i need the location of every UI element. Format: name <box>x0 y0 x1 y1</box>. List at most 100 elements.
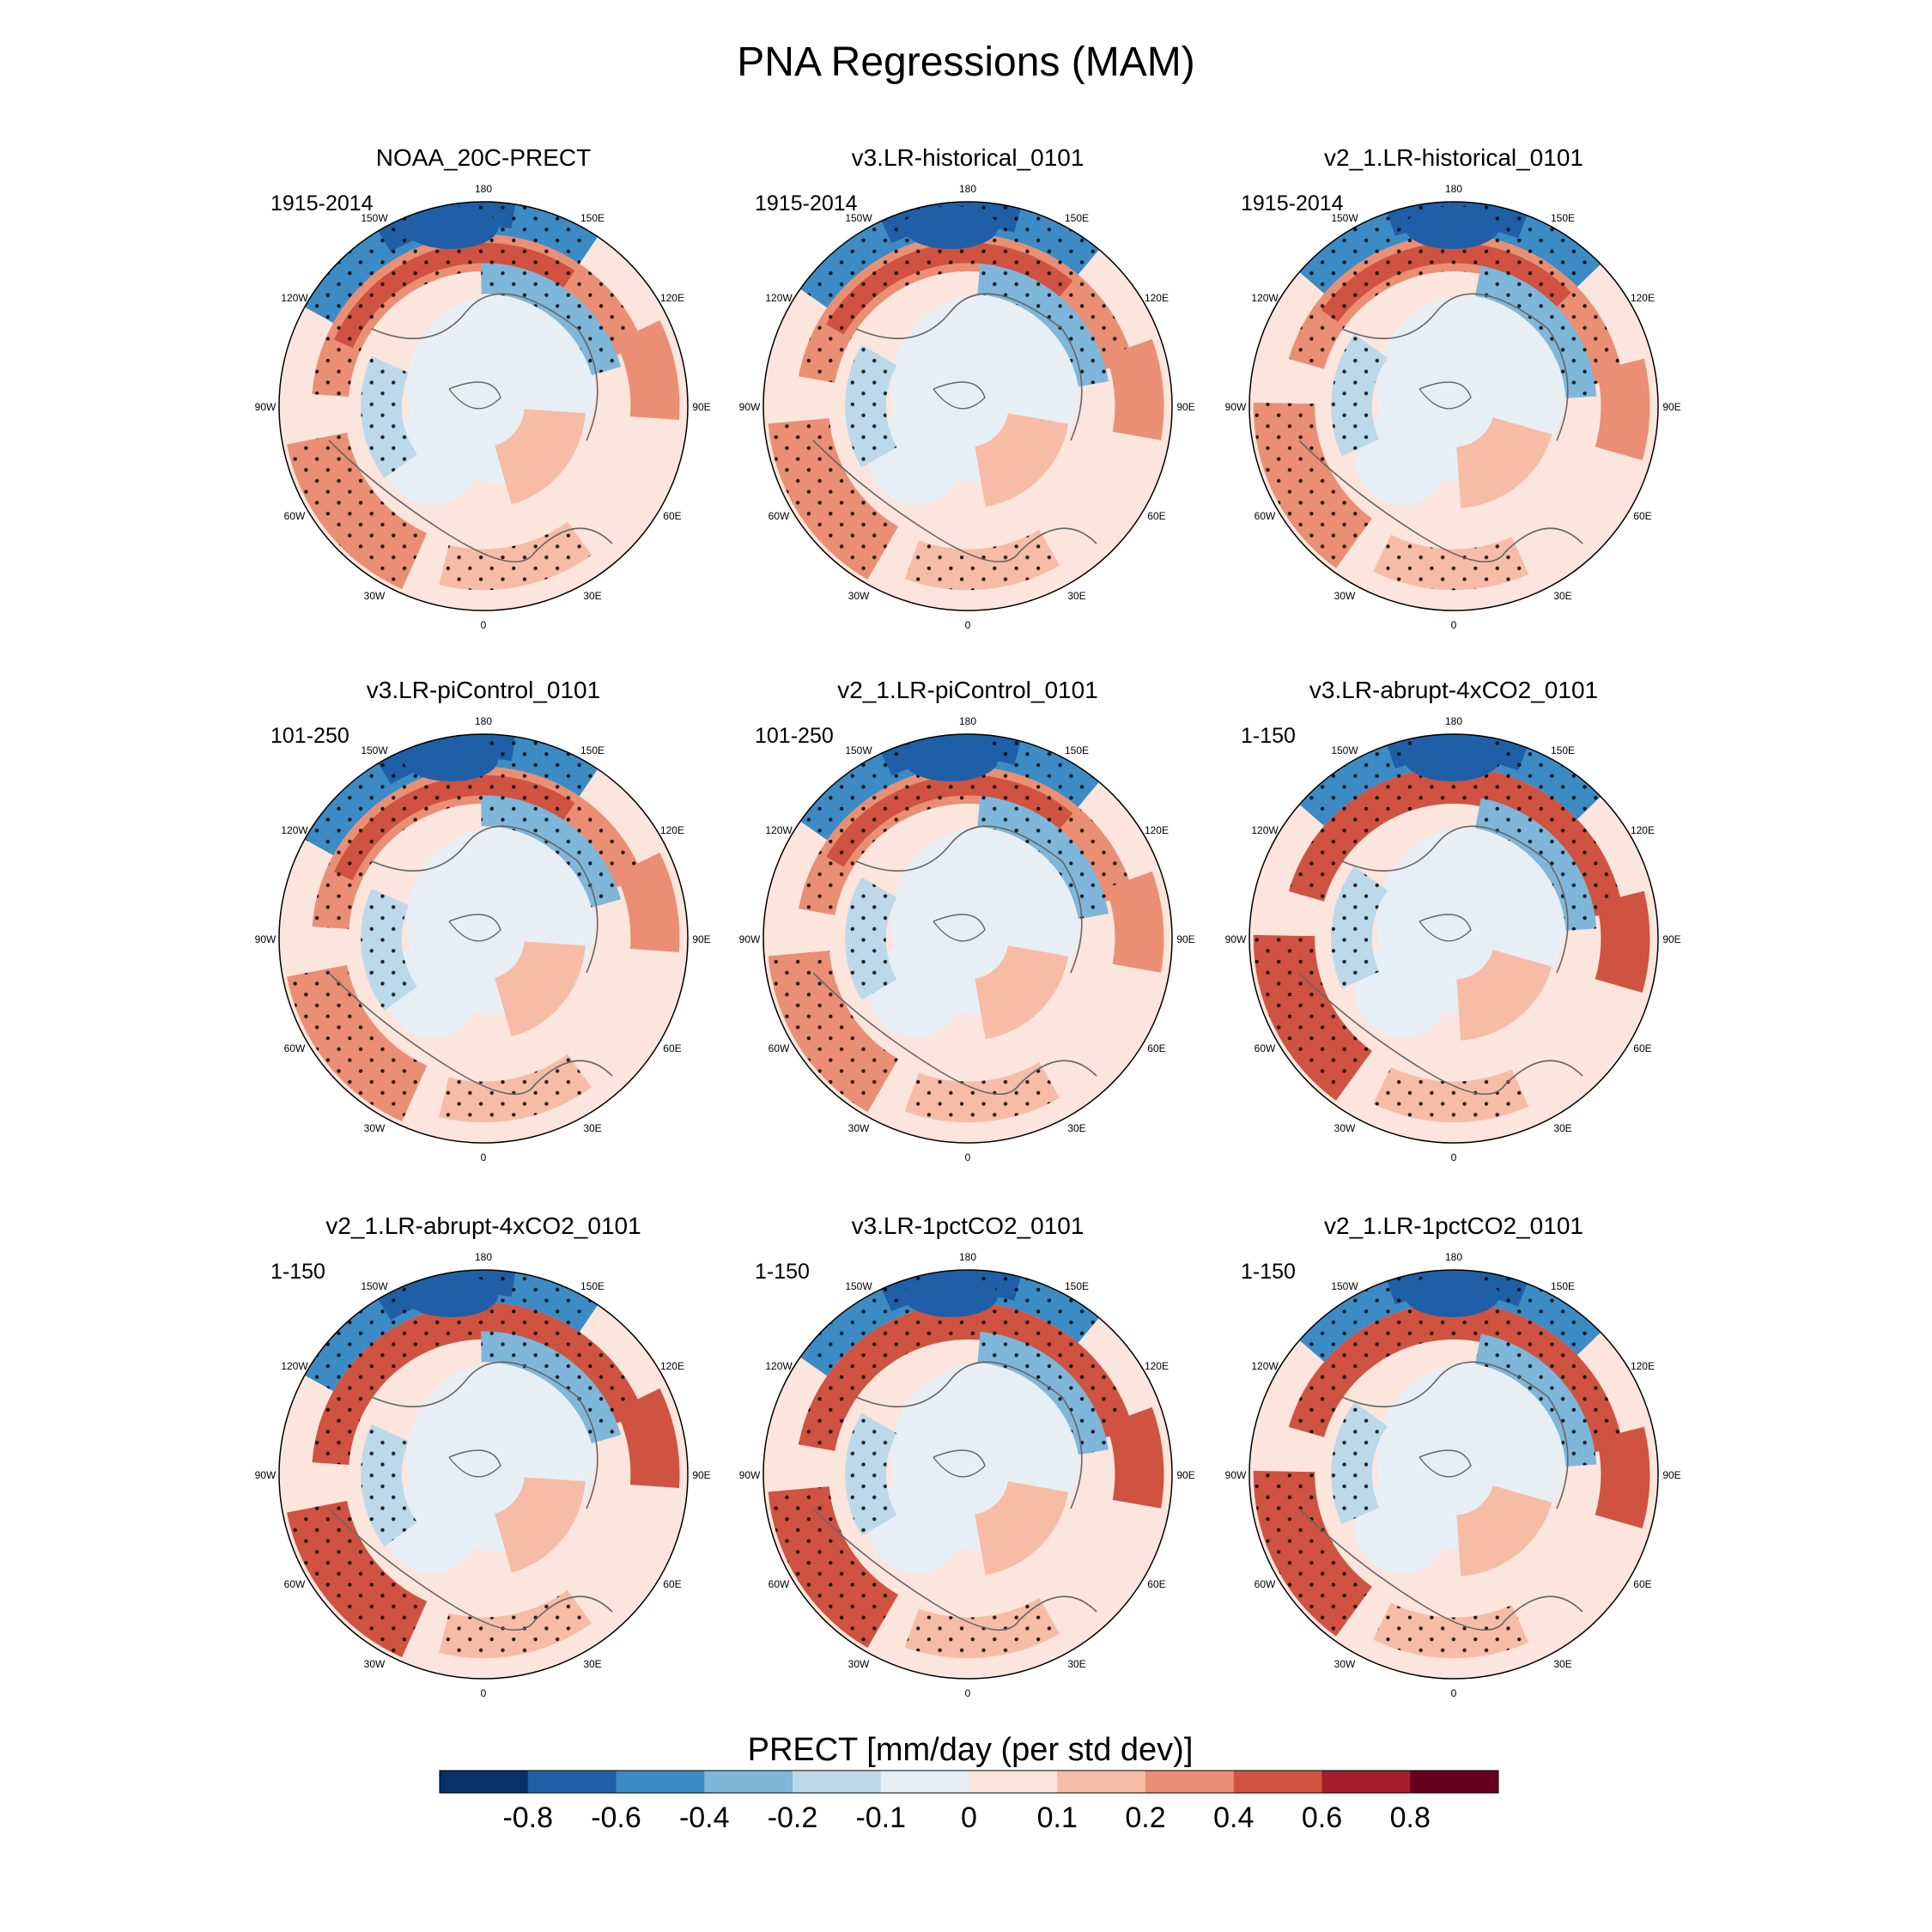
map-boundary <box>278 201 689 611</box>
longitude-label: 150W <box>1331 744 1358 756</box>
negative-core <box>1405 738 1499 781</box>
coastline <box>855 825 1083 974</box>
coastline <box>371 293 598 441</box>
significance-stipple <box>1373 534 1529 591</box>
longitude-label: 120E <box>1631 292 1655 304</box>
longitude-label: 180 <box>959 1251 976 1263</box>
precip-anomaly-region <box>1595 1426 1650 1528</box>
longitude-label: 60E <box>1147 1578 1165 1590</box>
map-panel: 180 150E 120E 90E 60E 30E 0 30W 60W 90W 120W 150W v3… <box>255 677 711 1163</box>
longitude-label: 30W <box>1334 590 1356 602</box>
longitude-label: 150E <box>1551 212 1575 224</box>
longitude-label: 90E <box>1662 401 1680 413</box>
longitude-label: 120W <box>765 292 793 304</box>
significance-stipple <box>826 775 1073 867</box>
longitude-label: 150W <box>845 1280 872 1292</box>
coastline <box>328 1508 613 1631</box>
significance-stipple <box>1299 1270 1601 1362</box>
colorbar-tick-label: -0.4 <box>679 1801 730 1834</box>
coastline <box>371 1361 598 1510</box>
colorbar-tick-label: 0.4 <box>1213 1801 1254 1834</box>
precip-anomaly-region <box>495 941 586 1037</box>
negative-core <box>404 1274 498 1317</box>
colorbar-tick-label: -0.6 <box>591 1801 641 1834</box>
precip-anomaly-region <box>975 413 1069 507</box>
colorbar-box <box>440 1771 529 1793</box>
negative-core <box>903 206 998 249</box>
precip-anomaly-region <box>495 1477 586 1573</box>
map-boundary <box>762 733 1173 1144</box>
field-patch <box>385 410 479 505</box>
significance-stipple <box>1321 242 1571 323</box>
panel-period: 101-250 <box>270 724 349 748</box>
significance-stipple <box>845 877 897 1000</box>
longitude-label: 150E <box>580 1280 605 1292</box>
longitude-label: 90E <box>692 1469 710 1481</box>
longitude-label: 90E <box>1176 933 1194 945</box>
field-patch <box>385 943 479 1037</box>
precip-anomaly-region <box>1456 417 1552 508</box>
longitude-label: 120W <box>1251 824 1279 836</box>
longitude-label: 60W <box>284 1578 306 1590</box>
field-patch <box>1355 1479 1449 1573</box>
precip-anomaly-region <box>1106 338 1164 440</box>
longitude-label: 120W <box>281 1360 308 1372</box>
longitude-label: 150E <box>1065 1280 1089 1292</box>
map-panel: 180 150E 120E 90E 60E 30E 0 30W 60W 90W 120W 150W v3… <box>739 144 1195 631</box>
colorbar-frame <box>439 1770 1499 1794</box>
significance-stipple <box>287 432 428 590</box>
longitude-label: 60W <box>769 1042 790 1054</box>
map-boundary <box>1249 201 1659 611</box>
longitude-label: 150E <box>580 212 605 224</box>
longitude-label: 150E <box>1551 744 1575 756</box>
coastline <box>1341 1361 1569 1510</box>
negative-core <box>903 1274 998 1317</box>
longitude-label: 60W <box>1255 510 1276 522</box>
longitude-label: 60E <box>663 510 681 522</box>
panel-period: 1-150 <box>755 1260 810 1284</box>
colorbar-tick-label: 0.1 <box>1037 1801 1078 1834</box>
coastline <box>1298 440 1583 563</box>
significance-stipple <box>1321 1310 1571 1391</box>
field-patch <box>1355 410 1449 505</box>
significance-stipple <box>304 734 598 856</box>
colorbar-box <box>1410 1771 1499 1793</box>
longitude-label: 60E <box>1633 510 1651 522</box>
coastline <box>448 914 501 942</box>
significance-stipple <box>1331 1402 1388 1525</box>
longitude-label: 150W <box>845 212 872 224</box>
significance-stipple <box>334 242 575 349</box>
panel-title: v3.LR-piControl_0101 <box>367 677 600 703</box>
coastline <box>1298 1508 1583 1631</box>
negative-core <box>1405 206 1499 249</box>
longitude-label: 30E <box>583 590 601 602</box>
map-panel: 180 150E 120E 90E 60E 30E 0 30W 60W 90W 120W 150W v2… <box>739 677 1195 1163</box>
colorbar-tick-label: 0.2 <box>1125 1801 1165 1834</box>
colorbar-box <box>1321 1771 1411 1793</box>
significance-stipple <box>1474 798 1597 931</box>
panel-period: 101-250 <box>755 724 834 748</box>
significance-stipple <box>304 1270 598 1392</box>
longitude-label: 30W <box>848 590 870 602</box>
panel-period: 1915-2014 <box>270 191 374 216</box>
coastline <box>1341 293 1569 441</box>
significance-stipple <box>481 1331 622 1443</box>
longitude-label: 90E <box>692 401 710 413</box>
coastline <box>812 972 1097 1096</box>
negative-core <box>404 206 498 249</box>
colorbar-tick-label: 0.8 <box>1390 1801 1431 1834</box>
panel-title: v3.LR-historical_0101 <box>852 144 1084 171</box>
negative-core <box>903 738 998 781</box>
longitude-label: 0 <box>1451 619 1457 631</box>
colorbar-box <box>616 1771 705 1793</box>
panel-title: v2_1.LR-abrupt-4xCO2_0101 <box>325 1212 641 1239</box>
longitude-label: 120E <box>1631 1360 1655 1372</box>
longitude-label: 30E <box>583 1122 601 1134</box>
longitude-label: 150W <box>1331 1280 1358 1292</box>
coastline <box>1298 972 1583 1096</box>
longitude-label: 150E <box>1551 1280 1575 1292</box>
panel-title: v2_1.LR-piControl_0101 <box>837 677 1098 703</box>
map-panel: 180 150E 120E 90E 60E 30E 0 30W 60W 90W 120W 150W NO… <box>255 144 711 631</box>
field-patch <box>869 410 963 505</box>
